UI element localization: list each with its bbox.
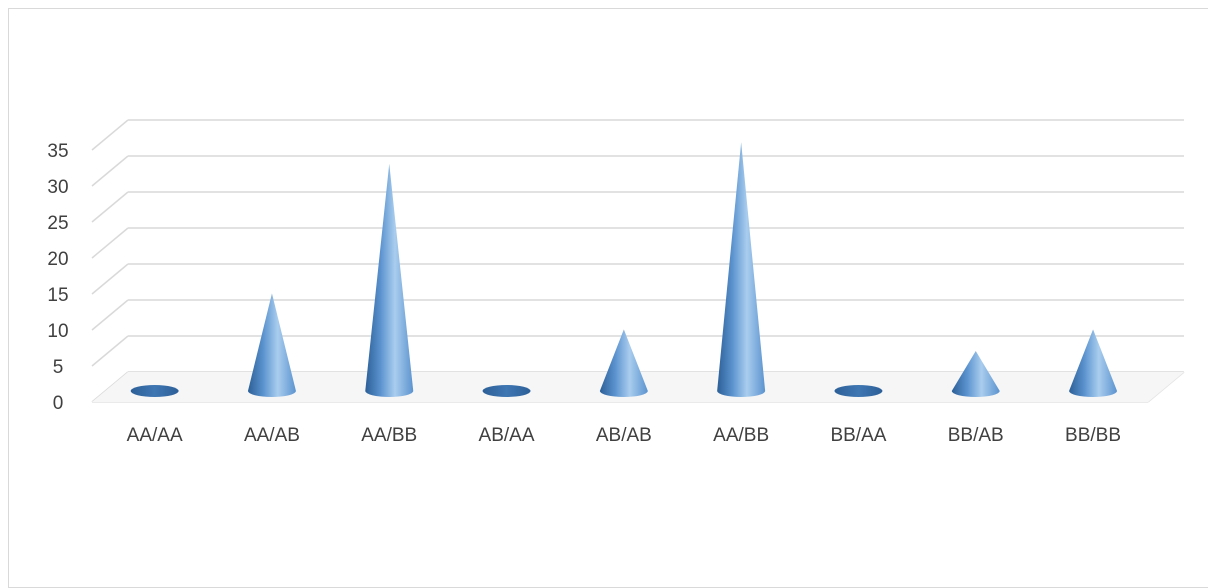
cone-BB/AB [951,351,1000,398]
side-gridline [91,155,129,187]
side-gridline [91,335,129,367]
cone-bar [951,351,1000,398]
y-tick-label: 0 [53,393,64,414]
cone-BB/AA [834,385,883,397]
cone-bar [130,385,179,397]
cone-bar [834,385,883,397]
cone-AA/BB [365,163,414,398]
cone-bar [1069,329,1118,398]
cone-bar [247,293,296,397]
side-gridline [91,119,129,151]
cone-AA/AA [130,385,179,397]
y-tick-label: 10 [47,321,68,342]
cone-BB/BB [1069,329,1118,398]
cone-bar [365,163,414,398]
x-tick-label: AB/AA [479,425,535,446]
cone-AB/AA [482,385,531,397]
x-tick-label: BB/BB [1065,425,1121,446]
cone-bar [599,329,648,398]
y-tick-label: 5 [53,357,64,378]
y-tick-label: 25 [47,213,68,234]
x-tick-label: AB/AB [596,425,652,446]
side-gridline [91,227,129,259]
chart-frame [8,8,1208,588]
x-tick-label: AA/BB [713,425,769,446]
x-tick-label: BB/AA [830,425,886,446]
chart: 0 5 10 15 20 25 30 35 AA/AA AA/AB AA/BB AB/AA AB/AB A… [47,119,1185,446]
cone-bar [717,142,766,398]
cone-bar [482,385,531,397]
side-gridline [91,263,129,295]
side-gridline [91,191,129,223]
y-tick-label: 30 [47,177,68,198]
cone-AA/BB [717,142,766,398]
y-tick-label: 15 [47,285,68,306]
x-tick-label: AA/AB [244,425,300,446]
x-tick-label: AA/AA [127,425,183,446]
cone-AB/AB [599,329,648,398]
x-tick-label: BB/AB [948,425,1004,446]
y-tick-label: 20 [47,249,68,270]
side-gridline [91,299,129,331]
cone-AA/AB [247,293,296,397]
x-tick-label: AA/BB [361,425,417,446]
y-tick-label: 35 [47,141,68,162]
